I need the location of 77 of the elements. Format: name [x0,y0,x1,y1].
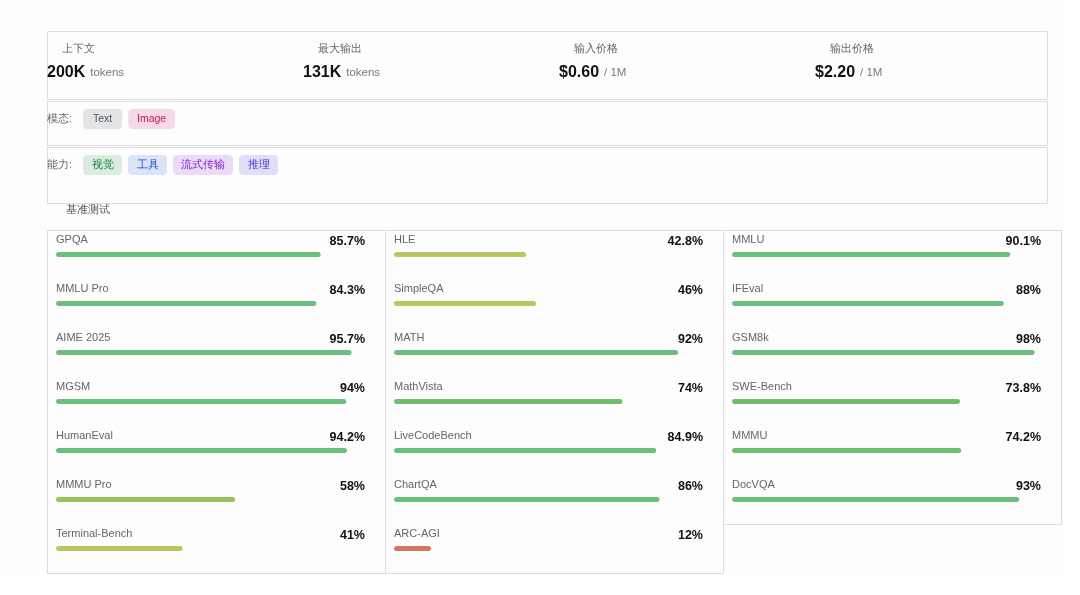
text: Image [137,112,167,124]
bar [56,546,183,551]
bar [732,497,1020,502]
bar [394,448,657,453]
data-label: 84.9% [667,429,703,444]
y-tick-label: MMLU Pro [56,281,109,294]
text: $2.20 / 1M [815,63,883,80]
y-tick-label: GPQA [56,232,89,245]
text: 输出价格 [830,42,874,54]
bar [56,399,347,404]
y-tick-label: MMLU [732,232,765,245]
data-label: 85.7% [329,233,365,248]
y-tick-label: ARC-AGI [394,526,440,539]
text: 最大输出 [318,42,362,54]
data-label: 46% [677,282,703,297]
data-label: 73.8% [1005,380,1041,395]
data-label: 74.2% [1005,429,1041,444]
data-label: 88% [1015,282,1041,297]
y-tick-label: ChartQA [394,477,438,490]
text: 131K tokens [303,63,381,80]
y-tick-label: SimpleQA [394,281,445,294]
bar [732,350,1035,355]
data-label: 94.2% [329,429,365,444]
text: 流式传输 [181,158,225,170]
y-tick-label: MMMU Pro [56,477,112,490]
bar [394,497,660,502]
bar [394,546,432,551]
chart-title: 基准测试 [66,202,110,215]
data-label: 93% [1015,478,1041,493]
text: 输入价格 [574,42,618,54]
data-label: 42.8% [667,233,703,248]
text: 工具 [136,158,159,170]
y-tick-label: MathVista [394,379,444,392]
data-label: 58% [339,478,365,493]
data-label: 92% [677,331,703,346]
data-label: 94% [339,380,365,395]
y-tick-label: DocVQA [732,477,776,490]
y-tick-label: Terminal-Bench [56,526,133,539]
data-label: 12% [677,527,703,542]
data-label: 95.7% [329,331,365,346]
bar [732,399,961,404]
y-tick-label: MMMU [732,428,768,441]
data-label: 84.3% [329,282,365,297]
text: 视觉 [91,158,114,170]
text: 200K tokens [47,63,125,80]
text: 推理 [247,158,270,170]
bar [732,301,1004,306]
text: $0.60 / 1M [559,63,627,80]
y-tick-label: IFEval [732,281,764,294]
y-tick-label: GSM8k [732,330,770,343]
text: 能力: [47,158,72,170]
text: Text [93,112,113,124]
bar [56,301,317,306]
y-tick-label: LiveCodeBench [394,428,472,441]
text: 上下文 [62,42,95,54]
bar [56,448,348,453]
bar [56,497,236,502]
bar [394,399,623,404]
bar [732,448,962,453]
data-label: 74% [677,380,703,395]
bar [394,252,527,257]
data-label: 98% [1015,331,1041,346]
bar [394,301,537,306]
y-tick-label: MATH [394,330,425,343]
text: 模态: [47,112,72,124]
bar [732,252,1011,257]
bar [56,350,352,355]
data-label: 90.1% [1005,233,1041,248]
bar [56,252,321,257]
data-label: 41% [339,527,365,542]
y-tick-label: AIME 2025 [56,330,111,343]
data-label: 86% [677,478,703,493]
y-tick-label: SWE-Bench [732,379,792,392]
bar [394,350,679,355]
y-tick-label: HLE [394,232,416,245]
y-tick-label: HumanEval [56,428,113,441]
y-tick-label: MGSM [56,379,91,392]
